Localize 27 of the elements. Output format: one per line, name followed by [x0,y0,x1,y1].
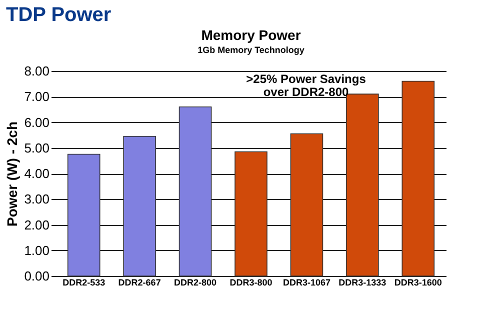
y-axis-title: Power (W) - 2ch [4,121,20,227]
bar [234,151,268,276]
y-tick-label: 3.00 [24,192,50,207]
bar [402,80,435,276]
x-tick-label: DDR3-800 [230,278,272,288]
x-tick-label: DDR2-800 [174,278,217,288]
bar [67,154,100,276]
bar [123,136,156,276]
y-tick-label: 4.00 [24,166,50,181]
y-tick-label: 2.00 [24,217,50,232]
y-tick-label: 5.00 [24,140,50,156]
y-tick-label: 6.00 [24,114,50,130]
x-tick-label: DDR3-1067 [282,278,330,288]
y-tick-label: 8.00 [24,64,50,78]
y-tick-label: 1.00 [24,242,50,258]
chart-title: TDP Power [6,4,112,26]
x-tick-label: DDR3-1333 [338,278,386,288]
y-tick-label: 7.00 [24,89,50,104]
chart-subtitle: Memory Power [201,27,302,43]
text: 1Gb Memory Technology [198,45,304,55]
x-tick-label: DDR3-1600 [394,278,442,288]
x-tick-label: DDR2-533 [62,278,106,288]
y-tick-label: 0.00 [24,268,50,284]
bar [178,106,212,276]
bar [290,133,324,276]
x-tick-label: DDR2-667 [118,278,161,288]
annotation: >25% Power Savings over DDR2-800 [246,72,366,99]
